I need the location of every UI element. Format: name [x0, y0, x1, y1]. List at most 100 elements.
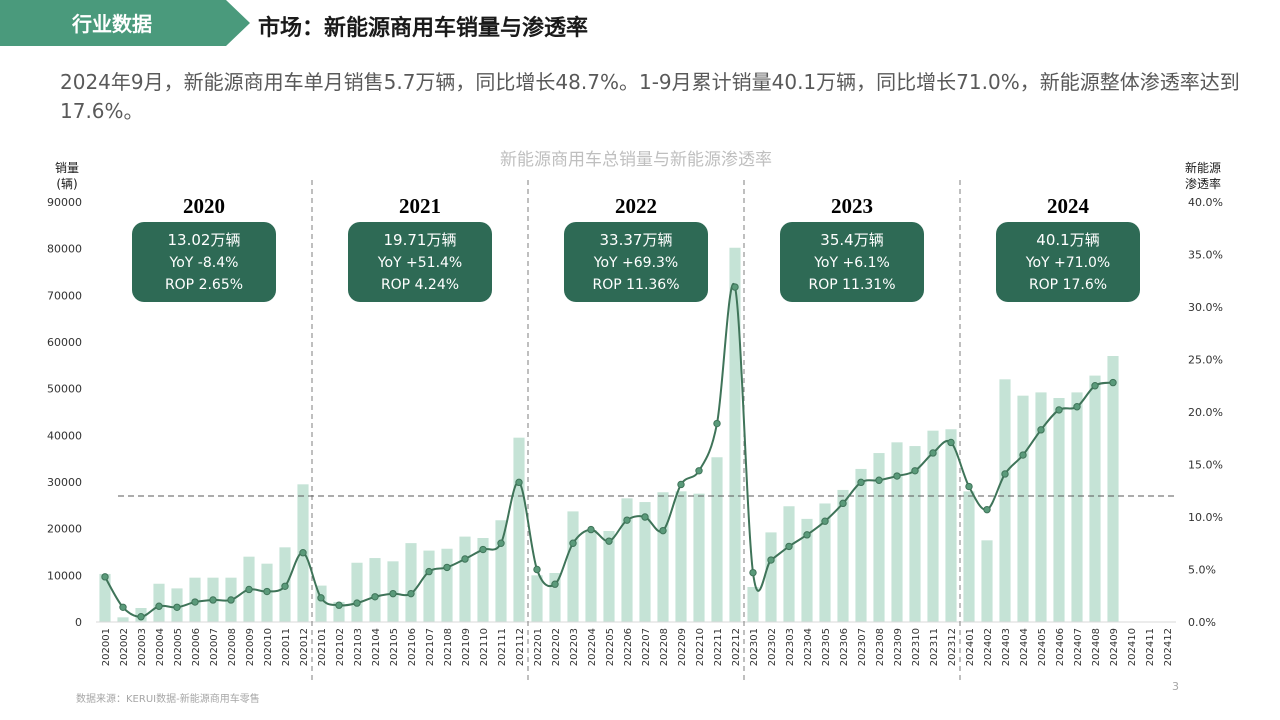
- year-total: 13.02万辆: [168, 231, 241, 249]
- y-tick-left: 10000: [47, 569, 82, 582]
- sales-bar: [567, 511, 579, 622]
- y-tick-left: 80000: [47, 243, 82, 256]
- x-tick-label: 202201: [533, 628, 544, 666]
- x-tick-label: 202301: [749, 628, 760, 666]
- x-tick-label: 202206: [623, 628, 634, 666]
- y-tick-right: 20.0%: [1188, 406, 1223, 419]
- penetration-point: [515, 478, 523, 487]
- penetration-point: [173, 603, 181, 611]
- x-tick-label: 202104: [371, 628, 382, 666]
- penetration-point: [425, 567, 433, 576]
- x-tick-label: 202010: [263, 628, 274, 666]
- penetration-point: [695, 467, 703, 475]
- x-tick-label: 202106: [407, 628, 418, 666]
- penetration-point: [1109, 378, 1117, 387]
- x-tick-label: 202402: [983, 628, 994, 666]
- x-tick-label: 202006: [191, 628, 202, 666]
- x-tick-label: 202112: [515, 628, 526, 666]
- penetration-point: [587, 525, 595, 534]
- y-tick-right: 5.0%: [1188, 564, 1216, 577]
- penetration-point: [659, 526, 667, 535]
- x-tick-label: 202004: [155, 628, 166, 666]
- x-tick-label: 202102: [335, 628, 346, 666]
- y-tick-left: 90000: [47, 196, 82, 209]
- x-tick-label: 202101: [317, 628, 328, 666]
- year-summary-box: [348, 222, 492, 302]
- penetration-point: [1019, 451, 1027, 459]
- sales-bar: [621, 498, 633, 622]
- y-tick-left: 70000: [47, 289, 82, 302]
- penetration-point: [731, 283, 739, 291]
- x-tick-label: 202411: [1145, 628, 1156, 666]
- x-tick-label: 202107: [425, 628, 436, 666]
- x-tick-label: 202401: [965, 628, 976, 666]
- penetration-point: [533, 565, 541, 574]
- year-summary-box: [780, 222, 924, 302]
- sales-bar: [801, 518, 813, 622]
- x-tick-label: 202403: [1001, 628, 1012, 666]
- penetration-point: [965, 482, 973, 491]
- sales-bar: [927, 430, 939, 622]
- x-tick-label: 202309: [893, 628, 904, 666]
- y-tick-right: 40.0%: [1188, 196, 1223, 209]
- penetration-point: [821, 517, 829, 525]
- y-tick-right: 15.0%: [1188, 459, 1223, 472]
- sales-bar: [909, 446, 921, 622]
- penetration-point: [407, 589, 415, 598]
- penetration-point: [677, 480, 685, 489]
- x-tick-label: 202407: [1073, 628, 1084, 666]
- penetration-point: [1073, 403, 1081, 411]
- penetration-point: [299, 549, 307, 557]
- year-summary-box: [996, 222, 1140, 302]
- sales-bar: [711, 457, 723, 622]
- penetration-point: [479, 545, 487, 554]
- x-tick-label: 202406: [1055, 628, 1066, 666]
- penetration-point: [947, 438, 955, 447]
- y-axis-right-title: 渗透率: [1185, 176, 1221, 191]
- x-tick-label: 202405: [1037, 628, 1048, 666]
- x-tick-label: 202111: [497, 628, 508, 666]
- page-number: 3: [1172, 680, 1179, 693]
- penetration-point: [317, 594, 325, 602]
- penetration-point: [353, 599, 361, 607]
- sales-bar: [783, 506, 795, 622]
- y-tick-right: 10.0%: [1188, 511, 1223, 524]
- x-tick-label: 202109: [461, 628, 472, 666]
- sales-bar: [333, 601, 345, 622]
- x-tick-label: 202312: [947, 628, 958, 666]
- x-tick-label: 202404: [1019, 628, 1030, 666]
- sales-bar: [873, 453, 885, 622]
- penetration-point: [137, 613, 145, 621]
- year-total: 35.4万辆: [820, 231, 883, 249]
- y-tick-right: 0.0%: [1188, 616, 1216, 629]
- penetration-point: [1055, 406, 1063, 414]
- penetration-point: [389, 589, 397, 598]
- y-axis-left-title: 销量: [55, 161, 79, 175]
- x-tick-label: 202410: [1127, 628, 1138, 666]
- penetration-point: [857, 478, 865, 487]
- x-tick-label: 202009: [245, 628, 256, 666]
- sales-bar: [729, 247, 741, 622]
- sales-bar: [1107, 356, 1119, 622]
- sales-bar: [405, 543, 417, 622]
- x-tick-label: 202108: [443, 628, 454, 666]
- year-rop: ROP 2.65%: [165, 277, 243, 293]
- sales-bar: [639, 502, 651, 622]
- y-tick-right: 35.0%: [1188, 249, 1223, 262]
- penetration-point: [101, 573, 109, 581]
- penetration-point: [749, 568, 757, 577]
- x-tick-label: 202209: [677, 628, 688, 666]
- penetration-point: [929, 449, 937, 457]
- year-yoy: YoY -8.4%: [169, 255, 239, 271]
- x-tick-label: 202005: [173, 628, 184, 666]
- penetration-point: [119, 603, 127, 611]
- x-tick-label: 202205: [605, 628, 616, 666]
- x-tick-label: 202011: [281, 628, 292, 666]
- sales-bar: [441, 548, 453, 622]
- penetration-point: [245, 585, 253, 594]
- x-tick-label: 202007: [209, 628, 220, 666]
- x-tick-label: 202001: [101, 628, 112, 666]
- penetration-point: [191, 598, 199, 606]
- penetration-point: [839, 499, 847, 508]
- year-label: 2021: [399, 194, 441, 218]
